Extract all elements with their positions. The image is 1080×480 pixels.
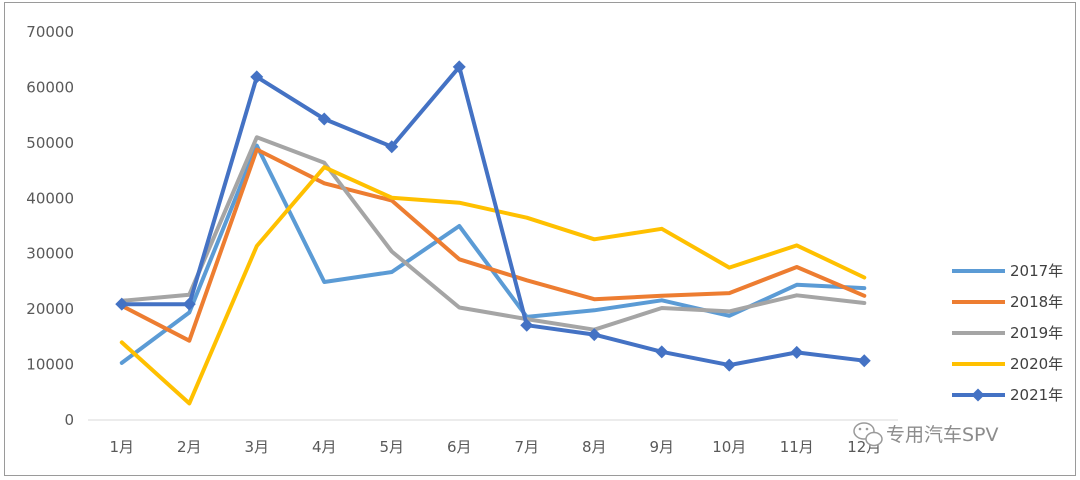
watermark: 专用汽车SPV [853,422,999,447]
series-2018年 [119,147,867,343]
x-tick-label: 8月 [582,438,607,456]
y-tick-label: 10000 [26,356,74,374]
y-tick-label: 70000 [26,23,74,41]
series-line [119,147,867,343]
data-point [722,358,736,372]
data-point [655,345,669,359]
data-point [115,297,129,311]
data-point [182,297,196,311]
legend-label: 2021年 [1010,386,1063,404]
series-2020年 [119,165,867,406]
legend-label: 2020年 [1010,355,1063,373]
legend-label: 2017年 [1010,262,1063,280]
wechat-icon [853,422,883,447]
x-tick-label: 5月 [379,438,404,456]
y-tick-label: 60000 [26,78,74,96]
data-point [250,70,264,84]
series-line [119,165,867,406]
x-tick-label: 4月 [312,438,337,456]
x-tick-label: 7月 [514,438,539,456]
data-point [385,140,399,154]
legend-label: 2018年 [1010,293,1063,311]
data-point [520,318,534,332]
legend-item: 2021年 [952,386,1063,404]
series-lines [115,60,871,406]
data-point [452,60,466,74]
legend-label: 2019年 [1010,324,1063,342]
series-2019年 [119,135,867,332]
legend-item: 2018年 [952,293,1063,311]
x-tick-label: 9月 [649,438,674,456]
y-tick-label: 50000 [26,134,74,152]
x-tick-label: 3月 [244,438,269,456]
data-point [587,328,601,342]
legend-item: 2017年 [952,262,1063,280]
x-axis-ticks: 1月 2月 3月 4月 5月 6月 7月 8月 9月 10月 11月 12月 [109,438,881,456]
legend: 2017年 2018年 2019年 2020年 2021年 [952,262,1063,404]
y-tick-label: 30000 [26,245,74,263]
data-point [790,345,804,359]
y-tick-label: 0 [64,411,74,429]
series-line [119,135,867,332]
x-tick-label: 2月 [177,438,202,456]
y-tick-label: 20000 [26,300,74,318]
legend-item: 2019年 [952,324,1063,342]
x-tick-label: 6月 [447,438,472,456]
data-point [857,354,871,368]
series-line [119,143,867,365]
x-tick-label: 11月 [780,438,814,456]
series-line [119,64,867,368]
y-tick-label: 40000 [26,189,74,207]
series-2021年 [115,60,871,372]
legend-item: 2020年 [952,355,1063,373]
watermark-text: 专用汽车SPV [886,424,999,446]
legend-marker [971,388,985,402]
series-2017年 [119,143,867,365]
x-tick-label: 10月 [712,438,746,456]
x-tick-label: 1月 [109,438,134,456]
data-point [317,112,331,126]
y-axis-ticks: 0 10000 20000 30000 40000 50000 60000 70000 [26,23,74,429]
